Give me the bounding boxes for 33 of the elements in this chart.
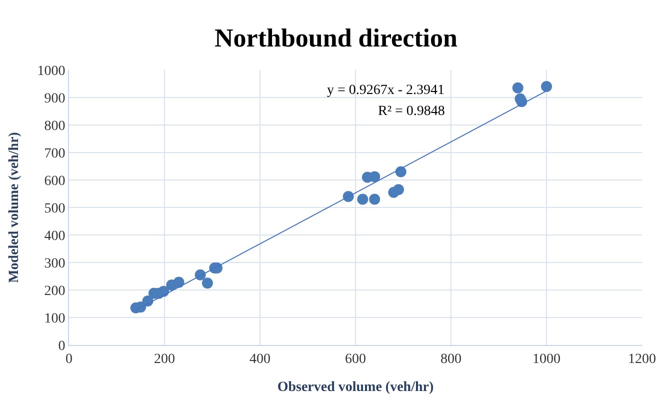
point xyxy=(369,171,380,182)
point xyxy=(202,278,213,289)
y-tick-label: 1000 xyxy=(37,64,66,79)
y-tick-label: 400 xyxy=(44,228,66,244)
y-tick-label: 0 xyxy=(58,338,66,354)
x-axis-title: Observed volume (veh/hr) xyxy=(277,380,434,396)
annotation: R² = 0.9848 xyxy=(378,104,445,119)
y-tick-label: 200 xyxy=(44,284,66,299)
y-tick-label: 800 xyxy=(44,118,66,134)
x-tick-label: 400 xyxy=(250,352,270,367)
y-tick-label: 900 xyxy=(44,91,66,106)
point xyxy=(512,82,524,94)
y-tick-label: 100 xyxy=(44,311,66,326)
y-tick-label: 300 xyxy=(44,256,66,272)
annotation: y = 0.9267x - 2.3941 xyxy=(327,83,445,98)
x-tick-label: 1000 xyxy=(532,352,560,367)
x-tick-label: 800 xyxy=(440,352,462,367)
point xyxy=(541,81,552,92)
y-tick-label: 600 xyxy=(44,174,66,189)
point xyxy=(158,286,170,297)
point xyxy=(173,276,184,288)
point xyxy=(369,194,380,205)
point xyxy=(395,166,406,178)
point xyxy=(357,194,368,205)
point xyxy=(516,96,528,108)
y-axis-title: Modeled volume (veh/hr) xyxy=(6,132,22,283)
x-tick-label: 600 xyxy=(345,352,366,367)
chart-title: Northbound direction xyxy=(214,23,458,52)
point xyxy=(392,184,404,196)
x-tick-label: 1200 xyxy=(628,352,656,367)
y-tick-label: 500 xyxy=(44,201,66,216)
y-tick-label: 700 xyxy=(44,146,66,162)
x-tick-label: 200 xyxy=(154,352,175,367)
